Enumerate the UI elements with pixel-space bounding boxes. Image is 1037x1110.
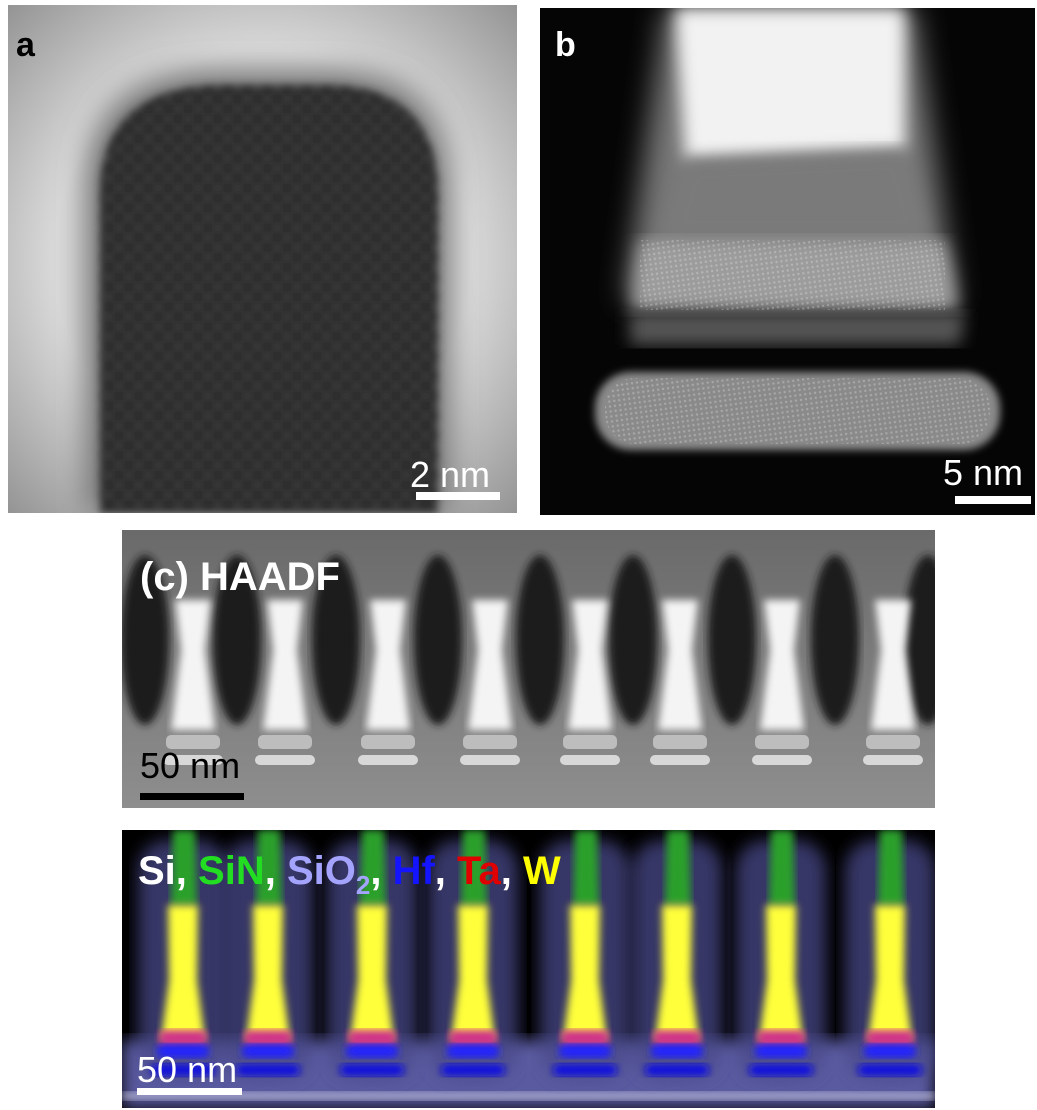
scale-bar <box>140 793 244 800</box>
layer <box>255 755 315 765</box>
ta-layer <box>653 1030 701 1046</box>
sin-cap <box>665 830 691 905</box>
dark-region <box>904 555 952 725</box>
ta-layer <box>449 1030 497 1046</box>
panel-label: b <box>555 26 576 64</box>
hf-layer <box>441 1064 505 1076</box>
legend-entry: SiO <box>287 849 356 893</box>
scale-bar <box>137 1088 242 1095</box>
legend-entry: SiN <box>198 849 265 893</box>
ta-layer <box>866 1030 914 1046</box>
ta-layer <box>561 1030 609 1046</box>
layer <box>361 735 415 749</box>
hf-layer <box>236 1064 300 1076</box>
hf-layer <box>645 1064 709 1076</box>
legend-separator: , <box>435 849 457 893</box>
sin-cap <box>769 830 795 905</box>
legend-separator: , <box>176 849 198 893</box>
hf-layer <box>755 1044 807 1058</box>
hf-layer <box>651 1044 703 1058</box>
hf-layer <box>559 1044 611 1058</box>
hf-layer <box>553 1064 617 1076</box>
layer <box>563 735 617 749</box>
dark-region <box>811 555 859 725</box>
scale-bar <box>955 496 1031 504</box>
layer <box>258 735 312 749</box>
scale-bar-label: 5 nm <box>943 452 1023 493</box>
panel-label: (c) HAADF <box>140 555 340 599</box>
dark-region <box>609 555 657 725</box>
element-legend: Si, SiN, SiO2, Hf, Ta, W <box>138 849 561 900</box>
layer <box>755 735 809 749</box>
layer <box>866 735 920 749</box>
hf-layer <box>242 1044 294 1058</box>
legend-separator: , <box>501 849 523 893</box>
hf-layer <box>447 1044 499 1058</box>
layer <box>560 755 620 765</box>
dark-region <box>708 555 756 725</box>
scale-bar-label: 50 nm <box>140 745 240 786</box>
layer <box>358 755 418 765</box>
sin-cap <box>573 830 599 905</box>
layer <box>650 755 710 765</box>
ta-layer <box>348 1030 396 1046</box>
hf-layer <box>346 1044 398 1058</box>
dark-region <box>414 555 462 725</box>
layer <box>863 755 923 765</box>
ta-layer <box>757 1030 805 1046</box>
legend-entry: Si <box>138 849 176 893</box>
legend-entry: W <box>523 849 561 893</box>
hf-layer <box>749 1064 813 1076</box>
figure: a 2 nm b 5 nm (c) HAADF 50 nm Si, SiN, S… <box>0 0 1037 1110</box>
panel-b-image <box>540 8 1035 515</box>
layer <box>463 735 517 749</box>
legend-entry: Hf <box>393 849 436 893</box>
legend-separator: , <box>265 849 287 893</box>
legend-subscript: 2 <box>356 870 370 900</box>
dark-region <box>516 555 564 725</box>
layer <box>653 735 707 749</box>
legend-separator: , <box>370 849 392 893</box>
hf-layer <box>864 1044 916 1058</box>
hf-layer <box>340 1064 404 1076</box>
layer <box>460 755 520 765</box>
panel-label: a <box>16 26 36 64</box>
ta-layer <box>159 1030 207 1046</box>
scale-bar-label: 2 nm <box>410 454 490 495</box>
si-layer <box>122 1092 935 1100</box>
legend-entry: Ta <box>457 849 501 893</box>
panel-a-image <box>8 5 517 513</box>
layer <box>752 755 812 765</box>
ta-layer <box>244 1030 292 1046</box>
sin-cap <box>878 830 904 905</box>
scale-bar <box>416 492 500 500</box>
hf-layer <box>858 1064 922 1076</box>
scale-bar-label: 50 nm <box>137 1049 237 1090</box>
